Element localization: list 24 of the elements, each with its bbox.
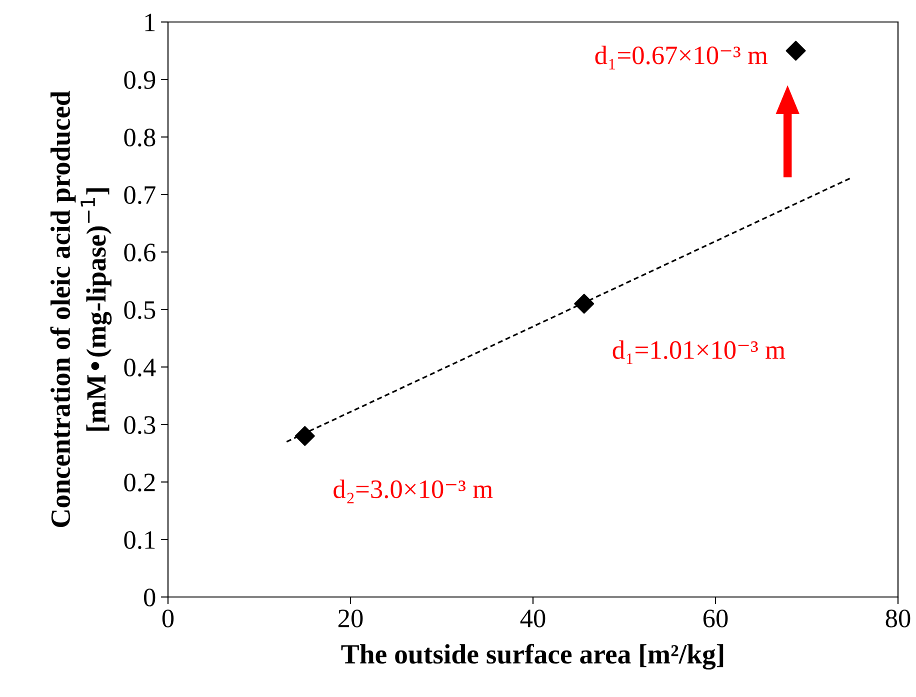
y-tick-label: 0.3 bbox=[124, 416, 156, 434]
y-tick-label: 0.2 bbox=[124, 474, 155, 492]
annotation: d₁=1.01×10⁻³ m bbox=[612, 340, 786, 364]
y-tick-label: 0.1 bbox=[124, 531, 155, 550]
point bbox=[574, 294, 594, 314]
y-tick-label: 0.5 bbox=[124, 301, 156, 320]
y-axis-title: Concentration of oleic acid produced [mM•(mg-lipase)$^{−1}$] bbox=[50, 90, 112, 528]
y-tick-label: 0.8 bbox=[124, 128, 156, 147]
y-tick-label: 0.4 bbox=[124, 358, 156, 377]
point bbox=[294, 426, 315, 446]
y-tick-label: 0 bbox=[144, 588, 156, 606]
x-tick-label: 40 bbox=[520, 610, 546, 628]
point bbox=[786, 40, 806, 61]
annotation: d₂=3.0×10⁻³ m bbox=[334, 480, 493, 504]
y-tick-label: 0.9 bbox=[124, 71, 156, 90]
annotation: d₁=0.67×10⁻³ m bbox=[595, 46, 768, 70]
x-axis-title: The outside surface area [m²/kg] bbox=[341, 644, 724, 670]
y-tick-label: 0.6 bbox=[124, 244, 156, 262]
x-tick-label: 0 bbox=[162, 610, 174, 628]
y-tick-label: 1 bbox=[145, 14, 155, 32]
x-tick-label: 20 bbox=[338, 610, 363, 628]
x-tick-label: 80 bbox=[886, 610, 910, 628]
y-tick-label: 0.7 bbox=[124, 186, 156, 204]
x-tick-label: 60 bbox=[703, 610, 728, 628]
